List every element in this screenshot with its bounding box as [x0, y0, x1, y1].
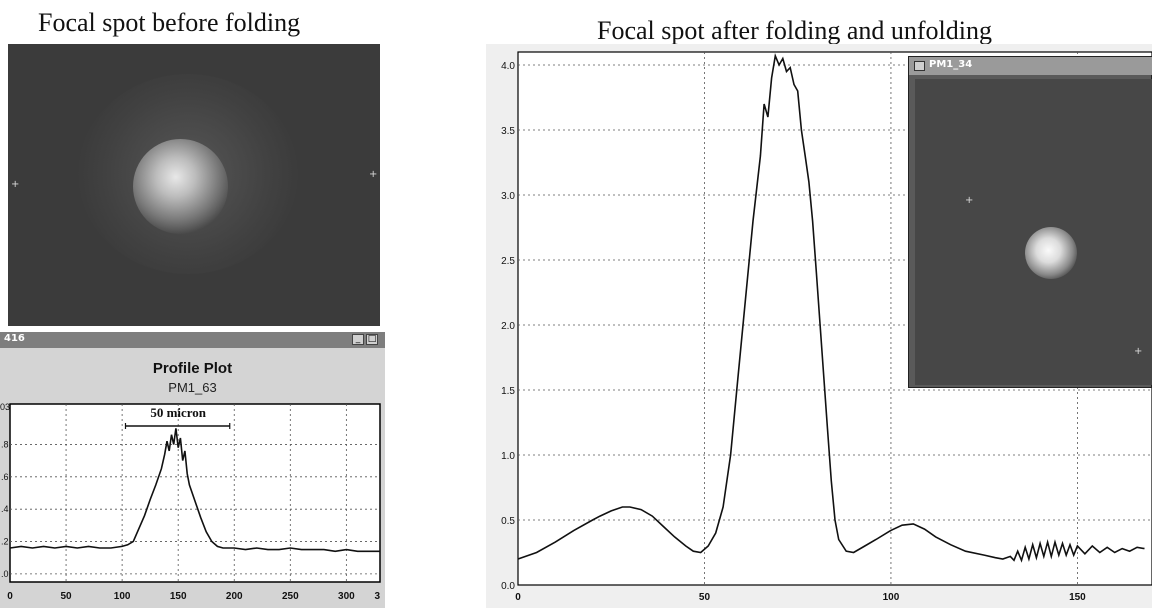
y-tick-label: 2.5: [501, 256, 515, 267]
focal-spot-before-image: + +: [8, 44, 380, 326]
maximize-button[interactable]: □: [366, 334, 378, 345]
profile-line: [517, 53, 1145, 563]
inset-image-window: PM1_34 + +: [908, 56, 1152, 388]
y-tick-label: 1.0: [501, 451, 515, 462]
x-tick-label: 100: [883, 592, 900, 603]
profile-window-titlebar[interactable]: 416 _ □: [0, 332, 385, 348]
profile-plot-title: Profile Plot: [152, 360, 233, 377]
title-before-folding: Focal spot before folding: [38, 8, 301, 37]
y-tick-label: 3.5: [501, 126, 515, 137]
x-tick-label: 250: [282, 591, 299, 602]
focal-spot: [133, 139, 228, 234]
focal-spot: [1025, 227, 1077, 279]
x-tick-label: 50: [699, 592, 711, 603]
x-tick-label: 300: [338, 591, 355, 602]
crosshair-top-marker: +: [965, 195, 974, 206]
y-tick-label: 4.0: [501, 61, 515, 72]
y-tick-label: 2.0: [501, 321, 515, 332]
y-tick-label: .8: [1, 439, 9, 449]
inset-window-titlebar[interactable]: PM1_34: [909, 57, 1152, 75]
x-tick-label: 50: [60, 591, 72, 602]
crosshair-bottom-marker: +: [1134, 346, 1143, 357]
y-tick-label: .0: [1, 569, 9, 579]
plot-area: [9, 403, 381, 583]
crosshair-right-marker: +: [369, 169, 378, 180]
x-tick-label: 3: [374, 591, 380, 602]
x-tick-label: 150: [1069, 592, 1086, 603]
x-tick-label: 0: [515, 592, 521, 603]
y-tick-label: 0.0: [501, 581, 515, 592]
profile-y-exponent: 03: [0, 402, 11, 412]
y-tick-label: 3.0: [501, 191, 515, 202]
title-after-folding: Focal spot after folding and unfolding: [597, 16, 992, 45]
profile-plot-chart: 0 50 100 150 200 250 300 3 .0 .2 .4 .6 .8 50 micron: [1, 403, 381, 602]
x-tick-label: 200: [226, 591, 243, 602]
profile-plot-subtitle: PM1_63: [168, 380, 217, 395]
profile-line: [9, 428, 380, 553]
crosshair-left-marker: +: [11, 179, 20, 190]
y-tick-label: .4: [1, 504, 9, 514]
inset-window-title: PM1_34: [929, 59, 973, 70]
x-tick-label: 100: [114, 591, 131, 602]
y-tick-label: .2: [1, 537, 9, 547]
y-tick-label: 1.5: [501, 386, 515, 397]
window-icon: [914, 61, 925, 71]
y-tick-label: .6: [1, 472, 9, 482]
x-tick-label: 150: [170, 591, 187, 602]
annotation-label: 50 micron: [150, 405, 206, 420]
x-tick-label: 0: [7, 591, 13, 602]
profile-window-title: 416: [4, 333, 25, 344]
y-tick-label: 0.5: [501, 516, 515, 527]
minimize-button[interactable]: _: [352, 334, 364, 345]
focal-spot-after-image: + +: [915, 79, 1152, 385]
